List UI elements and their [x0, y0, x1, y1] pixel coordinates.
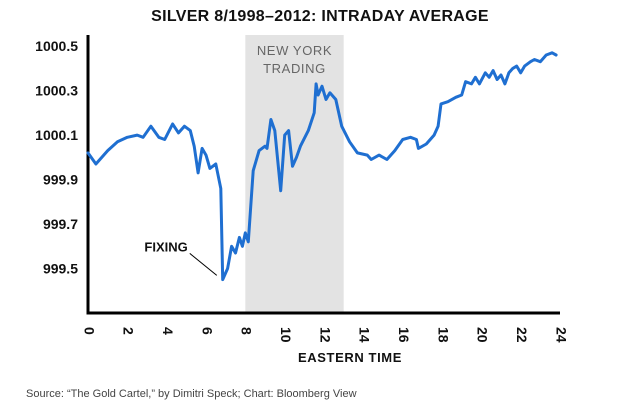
y-tick-label: 1000.1 — [35, 127, 78, 143]
x-tick-label: 16 — [396, 327, 412, 343]
x-tick-label: 8 — [239, 327, 255, 335]
x-tick-label: 6 — [199, 327, 215, 335]
x-tick-label: 22 — [514, 327, 530, 343]
x-tick-label: 2 — [121, 327, 137, 335]
x-tick-label: 10 — [278, 327, 294, 343]
y-tick-label: 999.5 — [43, 261, 78, 277]
x-tick-label: 24 — [553, 327, 569, 343]
x-axis-title: EASTERN TIME — [298, 350, 402, 365]
y-tick-label: 999.9 — [43, 172, 78, 188]
x-tick-label: 4 — [160, 327, 176, 335]
x-tick-label: 18 — [435, 327, 451, 343]
fixing-annotation-leader — [189, 253, 218, 276]
new-york-trading-band — [245, 35, 344, 313]
x-tick-label: 14 — [357, 327, 373, 343]
x-axis: 0 2 4 6 8 10 12 14 16 18 20 22 24 — [81, 327, 569, 343]
x-tick-label: 20 — [475, 327, 491, 343]
chart-title: SILVER 8/1998–2012: INTRADAY AVERAGE — [151, 8, 489, 25]
shade-label-line-2: TRADING — [263, 61, 326, 76]
x-tick-label: 0 — [81, 327, 97, 335]
y-tick-label: 999.7 — [43, 216, 78, 232]
x-tick-label: 12 — [317, 327, 333, 343]
y-tick-label: 1000.3 — [35, 83, 78, 99]
y-axis: 999.5 999.7 999.9 1000.1 1000.3 1000.5 — [35, 38, 78, 276]
fixing-annotation-label: FIXING — [144, 239, 187, 254]
source-note: Source: “The Gold Cartel,” by Dimitri Sp… — [26, 388, 357, 400]
y-tick-label: 1000.5 — [35, 38, 78, 54]
shade-label-line-1: NEW YORK — [257, 43, 332, 58]
series-line — [86, 51, 558, 282]
